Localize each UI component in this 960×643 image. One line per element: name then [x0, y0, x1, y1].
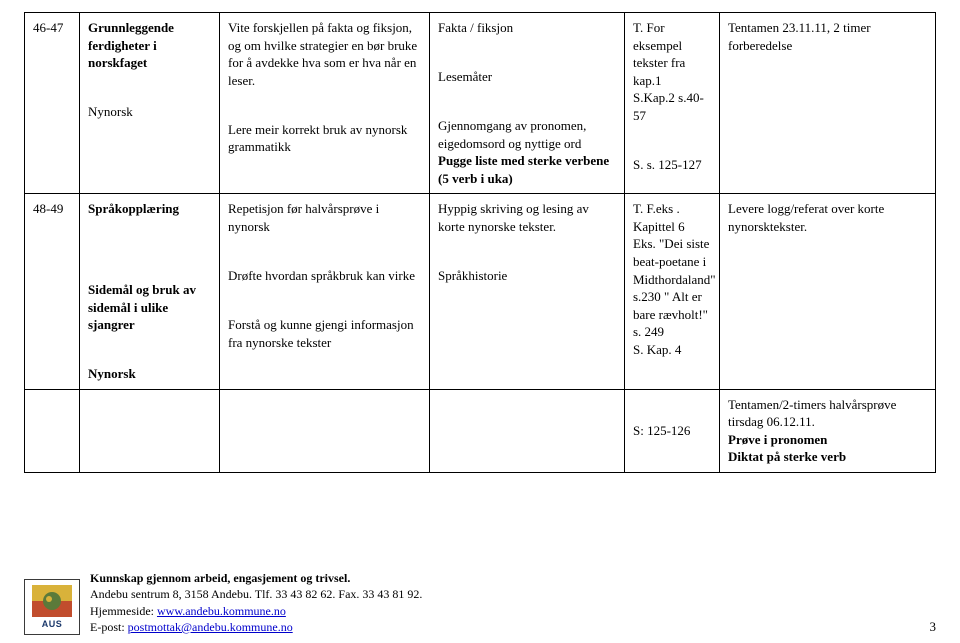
footer-address: Andebu sentrum 8, 3158 Andebu. Tlf. 33 4… — [90, 586, 422, 602]
table-cell: Grunnleggende ferdigheter i norskfagetNy… — [80, 13, 220, 194]
table-cell: Fakta / fiksjonLesemåterGjennomgang av p… — [430, 13, 625, 194]
footer-info: Kunnskap gjennom arbeid, engasjement og … — [90, 570, 422, 635]
table-cell: S: 125-126 — [625, 389, 720, 472]
table-row: 46-47Grunnleggende ferdigheter i norskfa… — [25, 13, 936, 194]
table-cell: Tentamen 23.11.11, 2 timer forberedelse — [720, 13, 936, 194]
table-cell — [430, 389, 625, 472]
page-number: 3 — [930, 619, 937, 635]
table-cell: Repetisjon før halvårsprøve i nynorskDrø… — [220, 194, 430, 389]
table-row: 48-49SpråkopplæringSidemål og bruk av si… — [25, 194, 936, 389]
email-link[interactable]: postmottak@andebu.kommune.no — [128, 620, 293, 634]
table-cell: Levere logg/referat over korte nynorskte… — [720, 194, 936, 389]
footer-email: E-post: postmottak@andebu.kommune.no — [90, 619, 422, 635]
footer-homepage: Hjemmeside: www.andebu.kommune.no — [90, 603, 422, 619]
table-cell: T. For eksempel tekster fra kap.1S.Kap.2… — [625, 13, 720, 194]
curriculum-table: 46-47Grunnleggende ferdigheter i norskfa… — [24, 12, 936, 473]
homepage-link[interactable]: www.andebu.kommune.no — [157, 604, 286, 618]
table-cell — [25, 389, 80, 472]
table-cell: T. F.eks . Kapittel 6Eks. "Dei siste bea… — [625, 194, 720, 389]
table-row: S: 125-126Tentamen/2-timers halvårsprøve… — [25, 389, 936, 472]
table-cell: 48-49 — [25, 194, 80, 389]
logo-text: AUS — [42, 619, 63, 629]
table-cell: Tentamen/2-timers halvårsprøve tirsdag 0… — [720, 389, 936, 472]
school-logo: AUS — [24, 579, 80, 635]
table-cell — [220, 389, 430, 472]
table-cell — [80, 389, 220, 472]
table-cell: SpråkopplæringSidemål og bruk av sidemål… — [80, 194, 220, 389]
footer-motto: Kunnskap gjennom arbeid, engasjement og … — [90, 570, 422, 586]
table-cell: Vite forskjellen på fakta og fiksjon, og… — [220, 13, 430, 194]
table-cell: 46-47 — [25, 13, 80, 194]
page-footer: AUS Kunnskap gjennom arbeid, engasjement… — [24, 570, 936, 635]
table-cell: Hyppig skriving og lesing av korte nynor… — [430, 194, 625, 389]
